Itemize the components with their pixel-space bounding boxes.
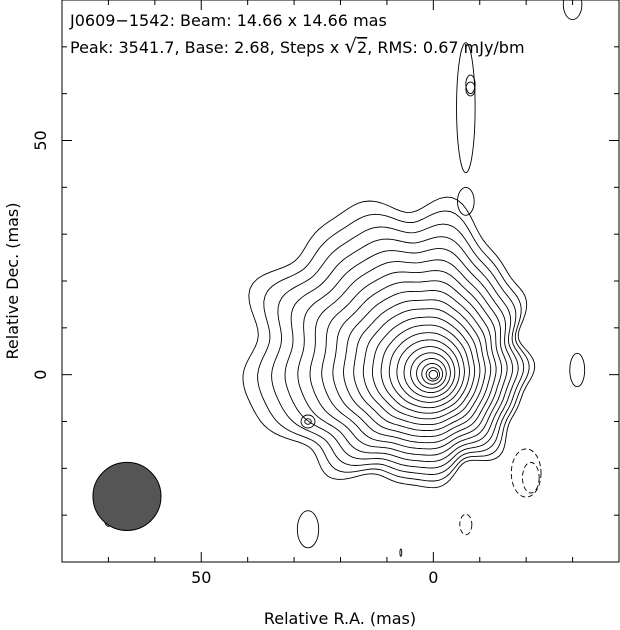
noise-contours xyxy=(103,0,586,557)
noise-contour xyxy=(296,510,320,549)
contour-level xyxy=(353,299,486,432)
axis-tick-labels: 50 0 50 0 xyxy=(31,130,438,587)
contour-level xyxy=(362,308,481,426)
contour-level xyxy=(425,367,440,382)
noise-contour xyxy=(569,352,586,388)
y-tick-label: 0 xyxy=(31,370,50,380)
noise-contour xyxy=(562,0,583,20)
axis-ticks xyxy=(61,0,620,563)
y-tick-label: 50 xyxy=(31,130,50,150)
contour-level xyxy=(396,339,460,403)
contour-level xyxy=(242,196,536,489)
contour-level xyxy=(410,352,451,394)
sqrt-sign: √ xyxy=(344,34,357,58)
noise-contour xyxy=(457,187,475,216)
x-axis-label: Relative R.A. (mas) xyxy=(264,609,416,628)
contour-level xyxy=(284,236,519,469)
noise-contour xyxy=(456,42,476,174)
contour-level xyxy=(380,324,470,414)
sqrt-radicand: 2 xyxy=(357,38,367,57)
contour-level xyxy=(309,259,508,456)
contour-level xyxy=(372,316,476,420)
noise-contour xyxy=(465,81,476,97)
noise-contour xyxy=(304,418,312,425)
title-line-2: Peak: 3541.7, Base: 2.68, Steps x √2, RM… xyxy=(70,34,525,58)
contour-level xyxy=(343,290,492,438)
contour-level xyxy=(388,332,465,409)
negative-contour xyxy=(522,461,540,494)
negative-contour xyxy=(510,448,542,498)
title-line-2-suffix: , RMS: 0.67 mJy/bm xyxy=(367,38,524,57)
contour-level xyxy=(421,363,444,385)
source-contours xyxy=(242,196,536,489)
negative-contour xyxy=(459,513,473,536)
contour-level xyxy=(271,223,525,475)
contour-level xyxy=(403,346,456,398)
contour-level xyxy=(321,270,503,450)
y-axis-label: Relative Dec. (mas) xyxy=(3,203,22,360)
noise-contour xyxy=(300,414,316,429)
contour-level xyxy=(297,248,514,463)
x-tick-label: 50 xyxy=(191,568,211,587)
contour-level xyxy=(257,210,530,482)
x-tick-label: 0 xyxy=(428,568,438,587)
contour-level xyxy=(428,369,439,380)
contour-level xyxy=(332,280,497,444)
beam-ellipse xyxy=(92,461,162,531)
title-line-2-prefix: Peak: 3541.7, Base: 2.68, Steps x xyxy=(70,38,344,57)
contour-level xyxy=(416,358,447,389)
noise-contour xyxy=(465,74,476,95)
noise-contour xyxy=(399,548,403,557)
title-line-1: J0609−1542: Beam: 14.66 x 14.66 mas xyxy=(69,11,387,30)
